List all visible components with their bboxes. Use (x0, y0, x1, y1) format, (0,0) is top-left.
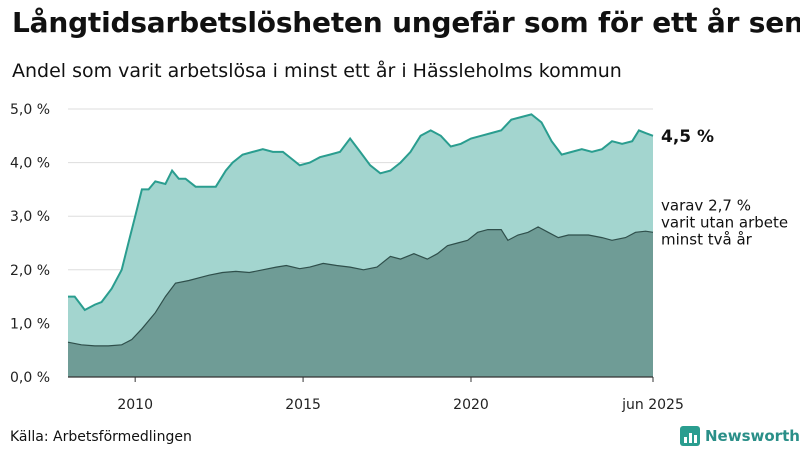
line-long-term-unemployed (67, 226, 654, 347)
y-tick-label: 3,0 % (10, 209, 50, 225)
brand-logo: Newsworthy (680, 426, 800, 446)
y-tick-label: 4,0 % (10, 156, 50, 172)
y-axis-ticks: 0,0 % 1,0 % 2,0 % 3,0 % 4,0 % 5,0 % (10, 102, 50, 386)
x-tick-label: 2010 (117, 397, 153, 413)
x-tick-label: 2015 (285, 397, 321, 413)
area-long-term-unemployed (68, 226, 653, 377)
end-label-long-term: varit utan arbete (661, 213, 788, 231)
y-tick-label: 2,0 % (10, 263, 50, 279)
x-tick-label: 2020 (453, 397, 489, 413)
y-tick-label: 1,0 % (10, 316, 50, 332)
end-label-total: 4,5 % (661, 127, 714, 147)
x-tick-label: jun 2025 (621, 397, 684, 413)
chart-subtitle: Andel som varit arbetslösa i minst ett å… (12, 60, 622, 82)
bar-chart-icon (680, 426, 700, 446)
chart-title: Långtidsarbetslösheten ungefär som för e… (12, 6, 800, 39)
end-label-long-term: varav 2,7 % (661, 196, 751, 214)
y-tick-label: 0,0 % (10, 370, 50, 386)
x-axis-ticks: 2010 2015 2020 jun 2025 (117, 377, 684, 413)
source-note: Källa: Arbetsförmedlingen (10, 429, 192, 445)
line-total-unemployed (68, 113, 654, 312)
end-label-long-term: minst två år (661, 230, 753, 248)
brand-name: Newsworthy (705, 427, 800, 445)
y-tick-label: 5,0 % (10, 102, 50, 118)
